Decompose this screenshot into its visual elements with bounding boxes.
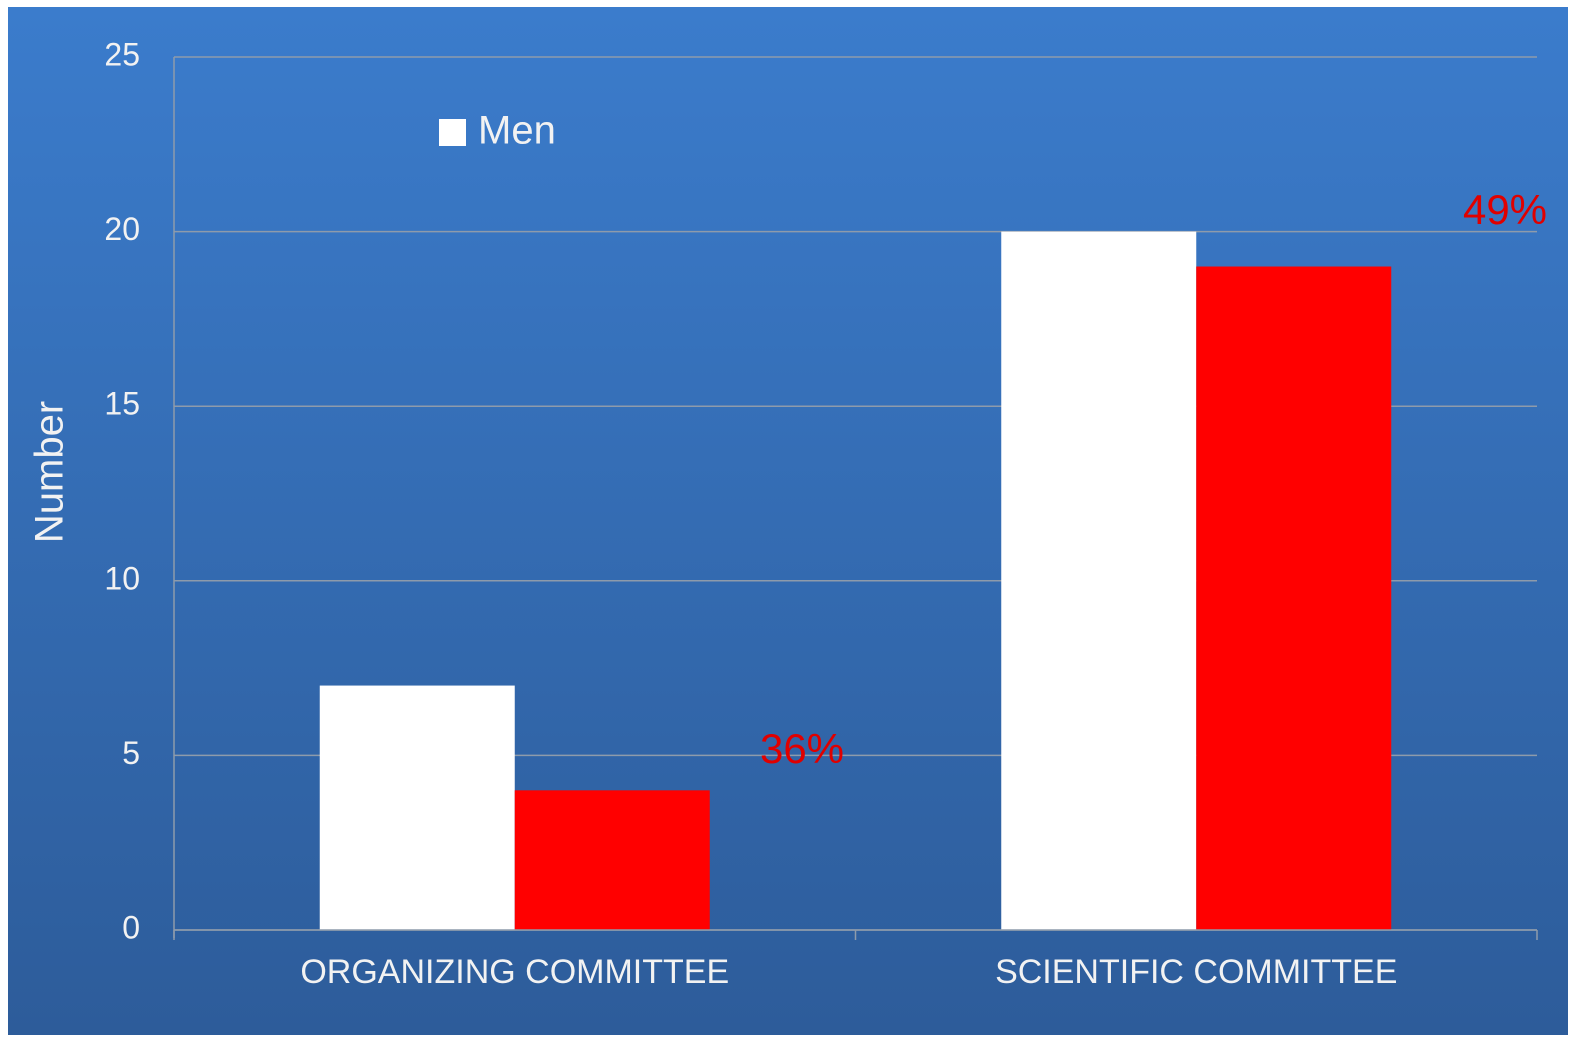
legend-swatch bbox=[439, 119, 466, 146]
annotation: 49% bbox=[1463, 186, 1547, 233]
y-tick-label: 10 bbox=[104, 560, 140, 596]
bar bbox=[514, 790, 710, 930]
y-tick-label: 15 bbox=[104, 386, 140, 422]
y-tick-label: 5 bbox=[122, 735, 140, 771]
y-tick-label: 25 bbox=[104, 36, 140, 72]
bar bbox=[1001, 231, 1197, 931]
bar bbox=[1196, 266, 1392, 930]
x-tick-label: SCIENTIFIC COMMITTEE bbox=[995, 953, 1397, 991]
legend-label: Men bbox=[478, 109, 556, 153]
y-tick-label: 20 bbox=[104, 211, 140, 247]
y-tick-label: 0 bbox=[122, 909, 140, 945]
x-tick-label: ORGANIZING COMMITTEE bbox=[300, 953, 729, 991]
y-axis-label: Number bbox=[28, 401, 72, 543]
bar bbox=[319, 685, 515, 930]
annotation: 36% bbox=[760, 725, 844, 772]
